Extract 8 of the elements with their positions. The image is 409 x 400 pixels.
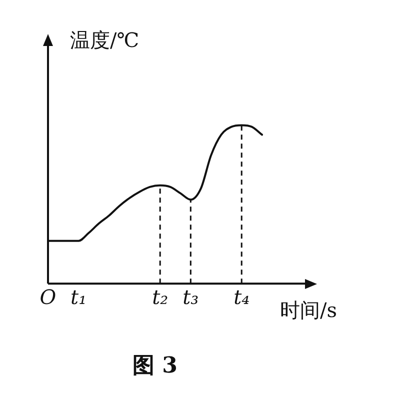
x-tick-label: t₃ [182, 284, 199, 309]
text: 图 3 [132, 352, 178, 379]
x-tick-label: t₄ [234, 284, 250, 309]
x-tick-label: t₁ [70, 284, 87, 309]
x-axis-title: 时间/s [280, 298, 338, 322]
x-tick-label: t₂ [152, 284, 168, 309]
y-axis-title: 温度/℃ [70, 28, 140, 52]
x-tick-label: O [40, 284, 56, 309]
